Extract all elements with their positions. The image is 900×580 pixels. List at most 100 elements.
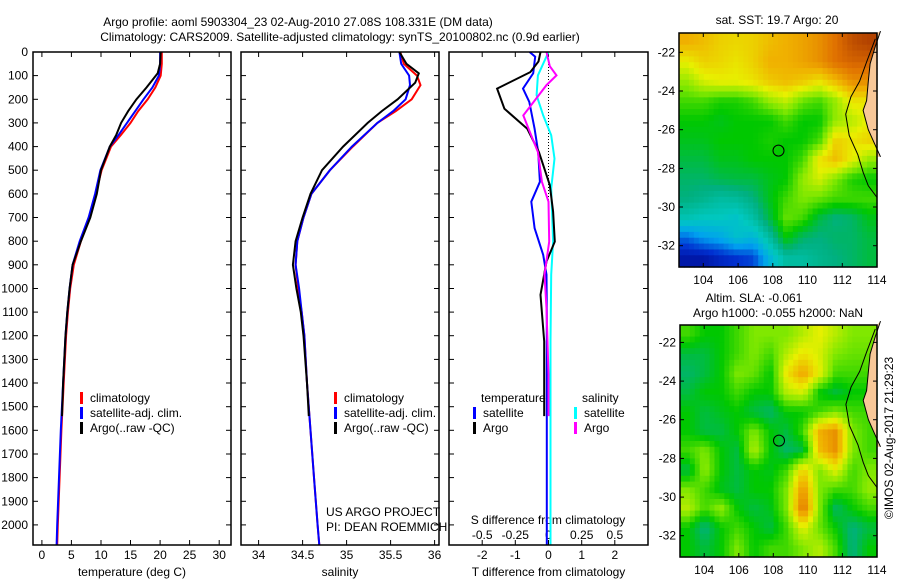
heatmap-cell [718,132,725,139]
heatmap-cell [827,85,834,93]
heatmap-cell [783,470,789,477]
heatmap-cell [703,38,710,46]
heatmap-cell [857,417,863,425]
heatmap-cell [738,73,744,81]
y-tick-label: 1100 [2,305,28,319]
salinity-profile-series-satellite-adj-clim- [294,51,412,546]
heatmap-cell [822,208,829,215]
heatmap-cell [832,85,838,93]
heatmap-cell [822,150,829,157]
heatmap-cell [768,493,775,500]
heatmap-cell [782,126,789,134]
heatmap-cell [703,179,710,186]
heatmap-cell [832,330,839,338]
heatmap-cell [758,132,764,139]
heatmap-cell [842,44,848,52]
heatmap-cell [719,406,725,413]
heatmap-cell [832,155,838,163]
y-tick-label: -22 [659,335,677,349]
heatmap-cell [787,85,794,93]
heatmap-cell [782,38,789,46]
heatmap-cell [689,446,696,454]
x-tick-label: 15 [124,548,138,562]
heatmap-cell [763,185,769,192]
heatmap-cell [758,504,765,512]
heatmap-cell [837,237,843,245]
heatmap-cell [827,551,834,558]
heatmap-cell [679,185,685,192]
heatmap-cell [713,109,720,116]
heatmap-cell [827,458,834,465]
heatmap-cell [698,56,705,63]
heatmap-cell [768,103,774,110]
heatmap-cell [808,475,814,483]
heatmap-cell [743,144,749,151]
heatmap-cell [709,348,716,355]
heatmap-cell [802,220,809,227]
heatmap-cell [782,208,789,215]
heatmap-cell [798,499,804,506]
heatmap-cell [714,354,720,361]
heatmap-cell [723,132,730,139]
heatmap-cell [713,214,720,221]
heatmap-cell [718,97,725,104]
heatmap-cell [748,255,754,262]
heatmap-cell [852,261,858,268]
heatmap-cell [703,190,710,198]
heatmap-cell [822,452,829,459]
heatmap-cell [718,185,725,192]
heatmap-cell [729,539,735,546]
heatmap-cell [733,85,739,93]
heatmap-cell [773,62,779,69]
heatmap-cell [778,167,784,174]
heatmap-cell [817,73,824,81]
heatmap-cell [708,138,715,145]
x-tick-label: 114 [867,273,886,287]
heatmap-cell [847,464,853,471]
heatmap-cell [832,481,839,488]
heatmap-cell [773,202,779,210]
heatmap-cell [734,481,740,488]
heatmap-cell [688,202,695,210]
heatmap-cell [803,452,809,459]
heatmap-cell [753,342,760,349]
heatmap-cell [852,441,858,448]
heatmap-cell [832,231,838,239]
heatmap-cell [709,330,716,338]
heatmap-cell [683,261,690,268]
heatmap-cell [699,533,706,541]
heatmap-cell [827,155,834,163]
heatmap-cell [842,330,849,338]
legend-swatch [334,422,337,434]
heatmap-cell [744,388,750,396]
heatmap-cell [763,388,770,396]
heatmap-cell [768,487,775,494]
heatmap-cell [817,342,824,349]
heatmap-cell [847,354,853,361]
heatmap-cell [797,132,804,139]
heatmap-cell [862,79,868,87]
heatmap-cell [847,446,853,454]
y-tick-label: -30 [659,490,677,504]
heatmap-cell [802,243,809,251]
heatmap-cell [857,394,863,401]
heatmap-cell [798,551,804,558]
heatmap-cell [773,85,779,93]
heatmap-cell [688,97,695,104]
heatmap-cell [768,226,774,233]
heatmap-cell [719,470,725,477]
heatmap-cell [719,435,725,442]
heatmap-cell [812,487,819,494]
heatmap-cell [758,533,765,541]
heatmap-cell [738,62,744,69]
heatmap-cell [684,336,691,343]
heatmap-cell [867,429,873,436]
heatmap-cell [773,336,780,343]
heatmap-cell [793,522,799,529]
heatmap-cell [713,91,720,98]
heatmap-cell [724,533,730,541]
heatmap-cell [802,103,809,110]
heatmap-cell [709,336,716,343]
heatmap-cell [768,406,775,413]
heatmap-cell [832,97,838,104]
